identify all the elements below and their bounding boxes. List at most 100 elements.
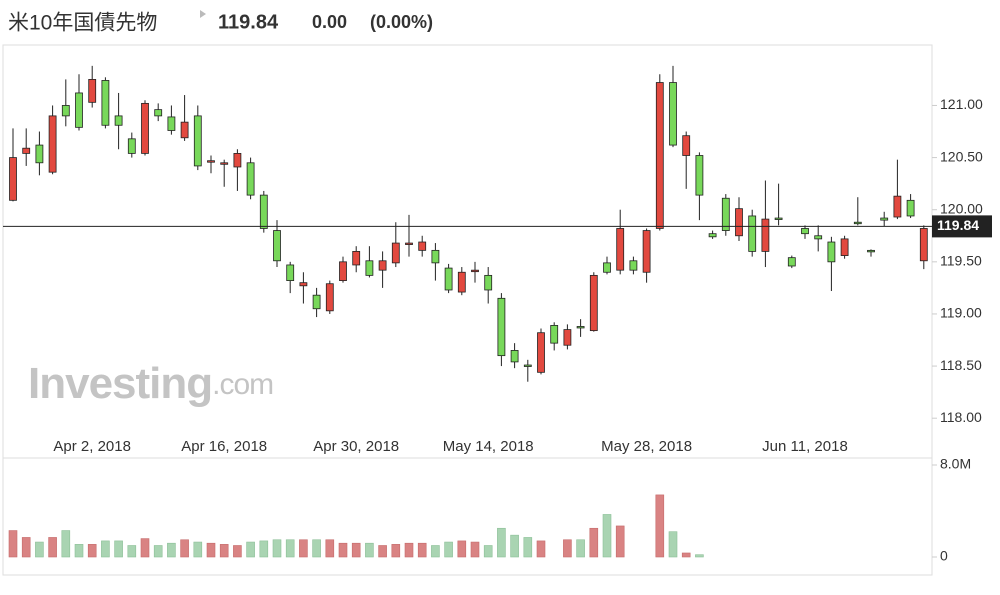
x-tick-label: Apr 16, 2018 <box>181 438 267 455</box>
candle-body <box>655 82 664 229</box>
candle-body <box>9 157 17 201</box>
candle-body <box>748 215 757 252</box>
candle-body <box>431 249 440 264</box>
candle-body <box>444 267 453 291</box>
candle-body <box>75 92 83 128</box>
volume-bar <box>233 545 242 558</box>
volume-bar <box>285 539 295 558</box>
candle-body <box>471 269 479 273</box>
volume-bar <box>219 544 229 558</box>
volume-bar <box>206 542 216 558</box>
y-tick-label: 118.00 <box>940 409 982 425</box>
candle-body <box>761 218 770 252</box>
watermark-suffix: .com <box>212 368 273 401</box>
candle-body <box>141 102 149 154</box>
candle-body <box>339 261 347 281</box>
candle-body <box>246 162 255 196</box>
candle-body <box>484 274 493 291</box>
candle-body <box>735 208 743 237</box>
candle-body <box>669 82 677 146</box>
volume-bar <box>167 542 176 558</box>
volume-bar <box>681 552 691 558</box>
volume-bar <box>140 538 150 558</box>
candle-body <box>893 195 902 218</box>
candle-body <box>880 217 889 221</box>
volume-bar <box>602 514 612 558</box>
candle-body <box>48 115 57 173</box>
volume-bar <box>8 530 18 558</box>
plot-frame <box>2 44 933 576</box>
y-tick-label: 119.50 <box>940 253 982 269</box>
candle-body <box>603 262 611 273</box>
candle-body <box>721 197 730 231</box>
volume-bar <box>259 540 269 558</box>
volume-bar <box>61 530 71 558</box>
candle-body <box>457 271 466 293</box>
y-tick-label: 118.50 <box>940 357 982 373</box>
candle-body <box>576 326 585 329</box>
candle-body <box>114 115 123 126</box>
candle-body <box>35 144 44 164</box>
candle-body <box>365 260 374 276</box>
watermark-brand: Investing <box>28 359 212 408</box>
candle-body <box>167 116 176 131</box>
candle-body <box>286 264 295 281</box>
volume-bar <box>563 539 572 558</box>
candle-body <box>378 260 387 271</box>
volume-bar <box>431 545 440 558</box>
volume-tick-label: 0 <box>940 548 948 564</box>
candle-body <box>207 160 215 163</box>
candle-body <box>497 297 506 357</box>
candle-body <box>550 325 559 344</box>
candle-body <box>193 115 202 167</box>
volume-bar <box>272 539 282 558</box>
candle-body <box>220 162 229 165</box>
candle-body <box>325 283 334 312</box>
volume-bar <box>74 544 84 558</box>
volume-bar <box>153 545 163 558</box>
arrow-icon <box>200 10 206 18</box>
volume-bar <box>338 542 348 558</box>
change: 0.00 <box>312 12 347 32</box>
candle-body <box>273 230 281 262</box>
candle-body <box>127 138 136 154</box>
volume-bar <box>576 539 585 558</box>
candle-body <box>616 228 625 271</box>
candle-body <box>629 260 638 271</box>
last-price-label: 119.84 <box>937 217 979 233</box>
price: 119.84 <box>218 11 279 33</box>
candle-body <box>510 350 519 363</box>
volume-bar <box>523 537 533 558</box>
volume-bar <box>48 537 57 558</box>
watermark: Investing.com <box>28 359 273 408</box>
volume-bar <box>655 494 665 558</box>
candle-body <box>154 109 163 117</box>
candle-body <box>418 241 427 251</box>
candle-body <box>814 235 823 240</box>
y-tick-label: 120.50 <box>940 148 983 164</box>
y-tick-label: 121.00 <box>940 96 983 112</box>
candle-body <box>101 80 110 126</box>
candle-body <box>22 147 31 154</box>
instrument-name: 米10年国債先物 <box>8 12 157 35</box>
candle-body <box>589 274 598 332</box>
volume-tick-label: 8.0M <box>940 456 971 472</box>
candle-body <box>906 199 915 217</box>
volume-bar <box>470 541 480 558</box>
volume-bar <box>483 545 493 558</box>
volume-bar <box>101 540 110 558</box>
y-tick-label: 120.00 <box>940 200 983 216</box>
last-price-box <box>932 215 992 238</box>
candle-body <box>391 242 400 264</box>
volume-bar <box>87 544 97 558</box>
candle-body <box>708 233 717 238</box>
x-tick-label: Jun 11, 2018 <box>762 438 848 455</box>
volume-bar <box>444 541 453 558</box>
candle-body <box>787 257 796 267</box>
candle-body <box>233 153 242 168</box>
volume-bar <box>312 539 321 558</box>
volume-bar <box>180 539 189 558</box>
candle-body <box>801 228 809 235</box>
